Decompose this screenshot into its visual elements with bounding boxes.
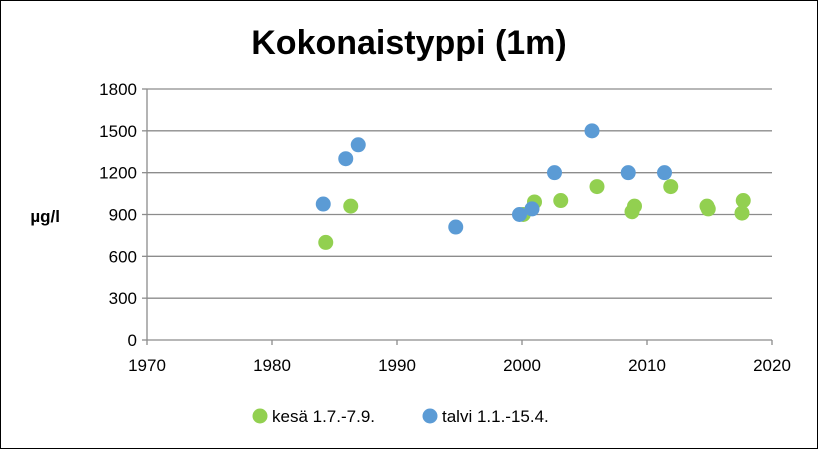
x-tick-label: 1970 — [128, 356, 166, 375]
kesa-point — [663, 179, 679, 195]
legend-label: talvi 1.1.-15.4. — [442, 407, 549, 426]
y-tick-label: 1500 — [99, 122, 137, 141]
legend: kesä 1.7.-7.9. talvi 1.1.-15.4. — [252, 407, 549, 426]
data-points — [315, 123, 751, 250]
y-axis-label: µg/l — [30, 207, 60, 226]
kesa-point — [553, 193, 569, 209]
y-tick-label: 900 — [109, 206, 137, 225]
legend-label: kesä 1.7.-7.9. — [272, 407, 375, 426]
talvi-point — [448, 219, 464, 235]
kesa-point — [318, 234, 334, 250]
y-tick-label: 300 — [109, 289, 137, 308]
talvi-point — [657, 165, 672, 181]
gridlines — [147, 88, 772, 299]
tick-labels: 0 300 600 900 1200 1500 1800 1970 1980 1990 2000 20… — [99, 80, 791, 375]
talvi-point — [512, 207, 527, 222]
chart-title: Kokonaistyppi (1m) — [251, 24, 566, 62]
y-tick-label: 1200 — [99, 164, 137, 183]
kesa-point — [343, 198, 359, 214]
talvi-point — [350, 137, 366, 153]
x-tick-label: 2010 — [628, 356, 666, 375]
x-tick-label: 2000 — [503, 356, 541, 375]
kesa-point — [627, 198, 642, 214]
axes — [142, 88, 773, 345]
talvi-point — [524, 201, 540, 217]
x-tick-label: 1990 — [378, 356, 416, 375]
x-tick-label: 2020 — [753, 356, 791, 375]
y-tick-label: 0 — [128, 331, 137, 350]
legend-marker — [252, 408, 268, 424]
y-tick-label: 1800 — [99, 80, 137, 99]
kesa-point — [734, 205, 750, 221]
kesa-point — [589, 179, 605, 195]
x-tick-label: 1980 — [253, 356, 291, 375]
kesa-point — [700, 201, 716, 217]
kesa-point — [735, 193, 751, 209]
y-tick-label: 600 — [109, 247, 137, 266]
talvi-point — [620, 165, 636, 181]
talvi-point — [547, 165, 562, 181]
legend-marker — [422, 408, 438, 424]
talvi-point — [584, 123, 600, 139]
talvi-point — [338, 151, 354, 167]
talvi-point — [315, 196, 331, 212]
